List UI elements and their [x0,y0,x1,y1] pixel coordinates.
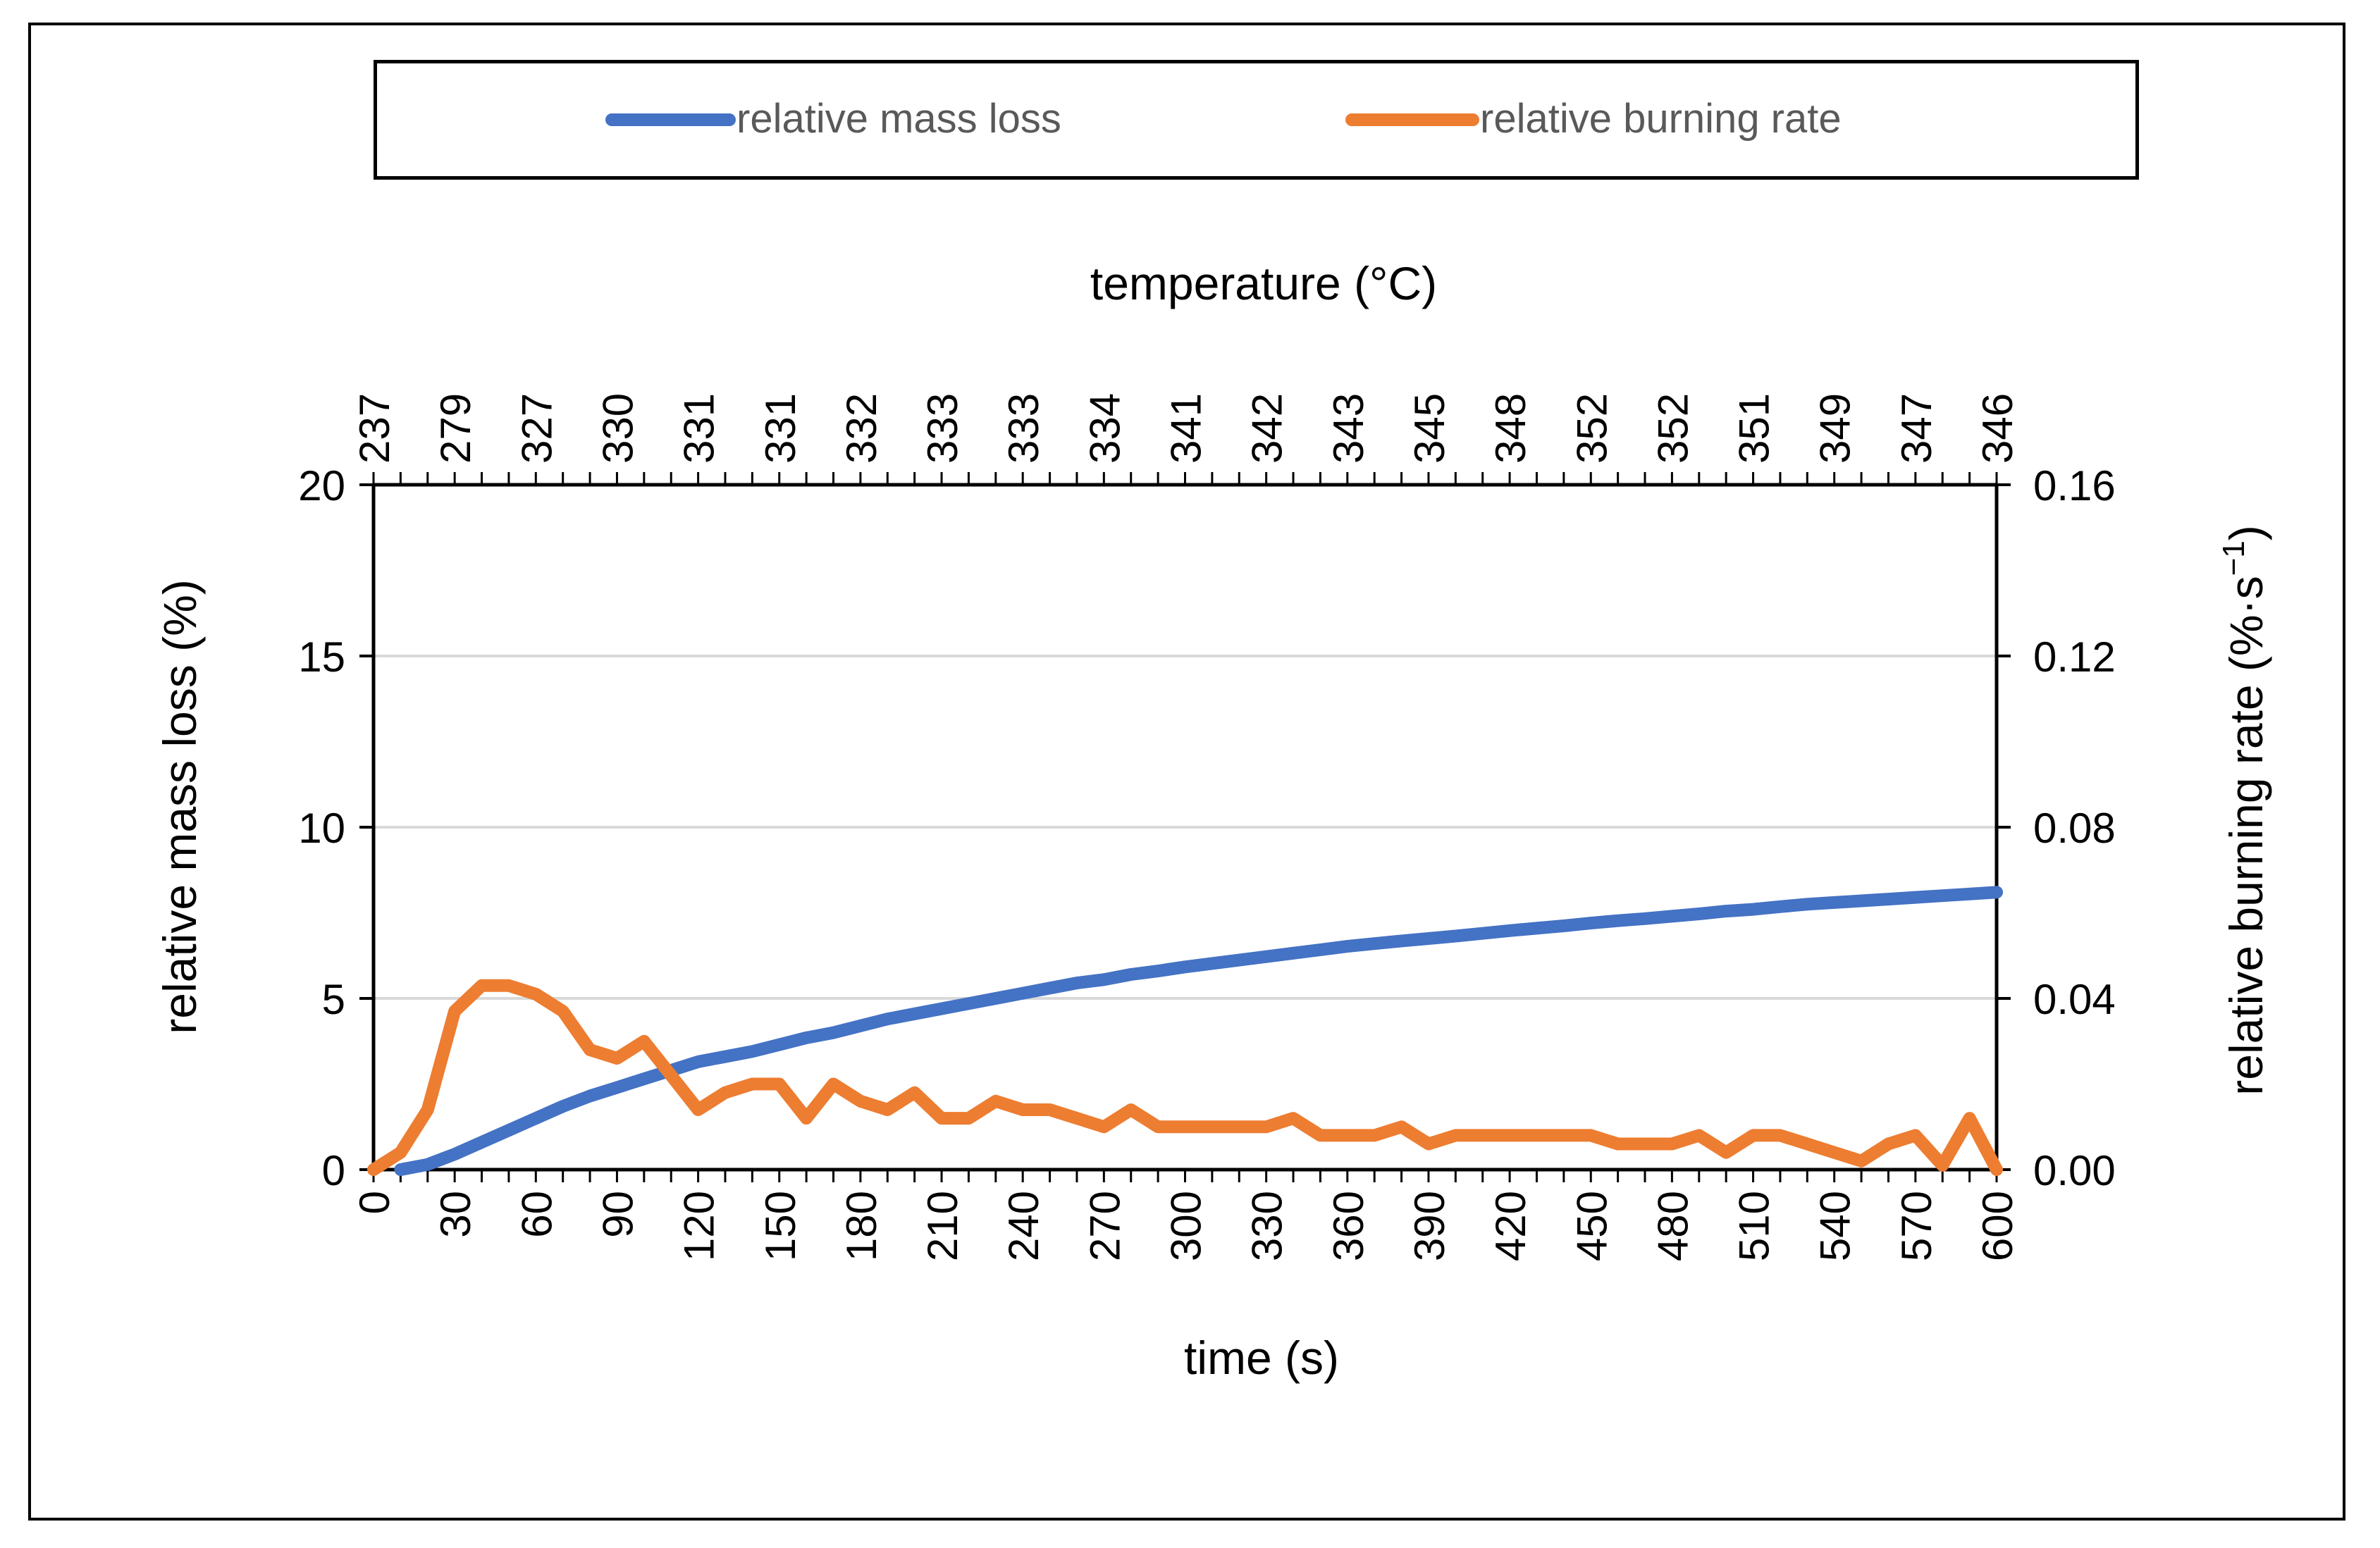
x-tick-label: 270 [1081,1191,1128,1261]
temperature-tick-label: 349 [1812,393,1859,464]
temperature-tick-label: 331 [757,393,804,464]
x-tick-label: 540 [1812,1191,1859,1261]
temperature-axis-title: temperature (°C) [1090,257,1437,309]
y-left-tick-label: 15 [298,633,345,681]
y-right-tick-label: 0.16 [2033,462,2116,509]
temperature-tick-label: 331 [676,393,723,464]
temperature-tick-label: 341 [1163,393,1210,464]
legend [374,60,2139,180]
x-tick-label: 150 [757,1191,804,1261]
temperature-tick-label: 327 [513,393,560,464]
series [367,886,2003,1176]
chart-frame [28,23,2345,1521]
y-left-tick-labels: 0 5 10 15 20 [298,462,345,1194]
temperature-tick-label: 352 [1649,393,1696,464]
x-tick-label: 0 [351,1191,398,1214]
x-tick-label: 120 [676,1191,723,1261]
x-tick-label: 570 [1893,1191,1940,1261]
y-left-tick-label: 10 [298,805,345,852]
temperature-tick-label: 330 [594,393,641,464]
temperature-tick-labels: 237 279 327 330 331 331 332 333 333 334 341 342 343 3… [351,393,2021,464]
y-right-tick-label: 0.12 [2033,633,2116,681]
y-right-tick-labels: 0.00 0.04 0.08 0.12 0.16 [2033,462,2116,1194]
y-right-tick-label: 0.04 [2033,976,2116,1023]
y-left-tick-label: 0 [322,1147,345,1194]
temperature-tick-label: 345 [1406,393,1453,464]
x-tick-label: 360 [1325,1191,1372,1261]
x-tick-label: 240 [1000,1191,1047,1261]
x-axis-title: time (s) [1184,1332,1339,1384]
y-right-axis-title: relative burning rate (%·s−1) [2216,525,2272,1095]
temperature-tick-label: 348 [1487,393,1534,464]
x-tick-label: 450 [1568,1191,1615,1261]
temperature-tick-label: 346 [1974,393,2021,464]
x-tick-labels: 0 30 60 90 120 150 180 210 240 270 300 330 360 390 420… [351,1191,2021,1261]
temperature-tick-label: 333 [919,393,966,464]
temperature-tick-label: 342 [1244,393,1291,464]
temperature-tick-label: 279 [432,393,479,464]
x-tick-label: 60 [513,1191,560,1238]
x-tick-label: 600 [1974,1191,2021,1261]
temperature-tick-label: 347 [1893,393,1940,464]
x-tick-label: 300 [1163,1191,1210,1261]
y-left-axis-title: relative mass loss (%) [154,579,206,1034]
y-left-tick-label: 20 [298,462,345,509]
temperature-tick-label: 334 [1081,393,1128,464]
x-tick-label: 30 [432,1191,479,1238]
temperature-tick-label: 351 [1731,393,1778,464]
y-right-axis-title-tail: ) [2220,525,2272,540]
temperature-tick-label: 237 [351,393,398,464]
x-tick-label: 480 [1649,1191,1696,1261]
y-right-axis-title-base: relative burning rate (%·s [2220,576,2272,1095]
x-tick-label: 330 [1244,1191,1291,1261]
gridlines [374,655,1997,1000]
y-right-tick-label: 0.08 [2033,805,2116,852]
y-left-tick-label: 5 [322,976,345,1023]
temperature-tick-label: 333 [1000,393,1047,464]
x-tick-label: 510 [1731,1191,1778,1261]
temperature-tick-label: 352 [1568,393,1615,464]
series-line-burning-rate [367,979,2003,1176]
temperature-tick-label: 332 [838,393,885,464]
x-tick-label: 390 [1406,1191,1453,1261]
legend-label-mass-loss: relative mass loss [736,96,1061,142]
legend-label-burning-rate: relative burning rate [1480,96,1842,142]
axes [359,472,2011,1182]
temperature-tick-label: 343 [1325,393,1372,464]
x-tick-label: 180 [838,1191,885,1261]
y-right-tick-label: 0.00 [2033,1147,2116,1194]
x-tick-label: 420 [1487,1191,1534,1261]
x-tick-label: 210 [919,1191,966,1261]
x-tick-label: 90 [594,1191,641,1238]
y-right-axis-title-sup: −1 [2216,540,2251,576]
